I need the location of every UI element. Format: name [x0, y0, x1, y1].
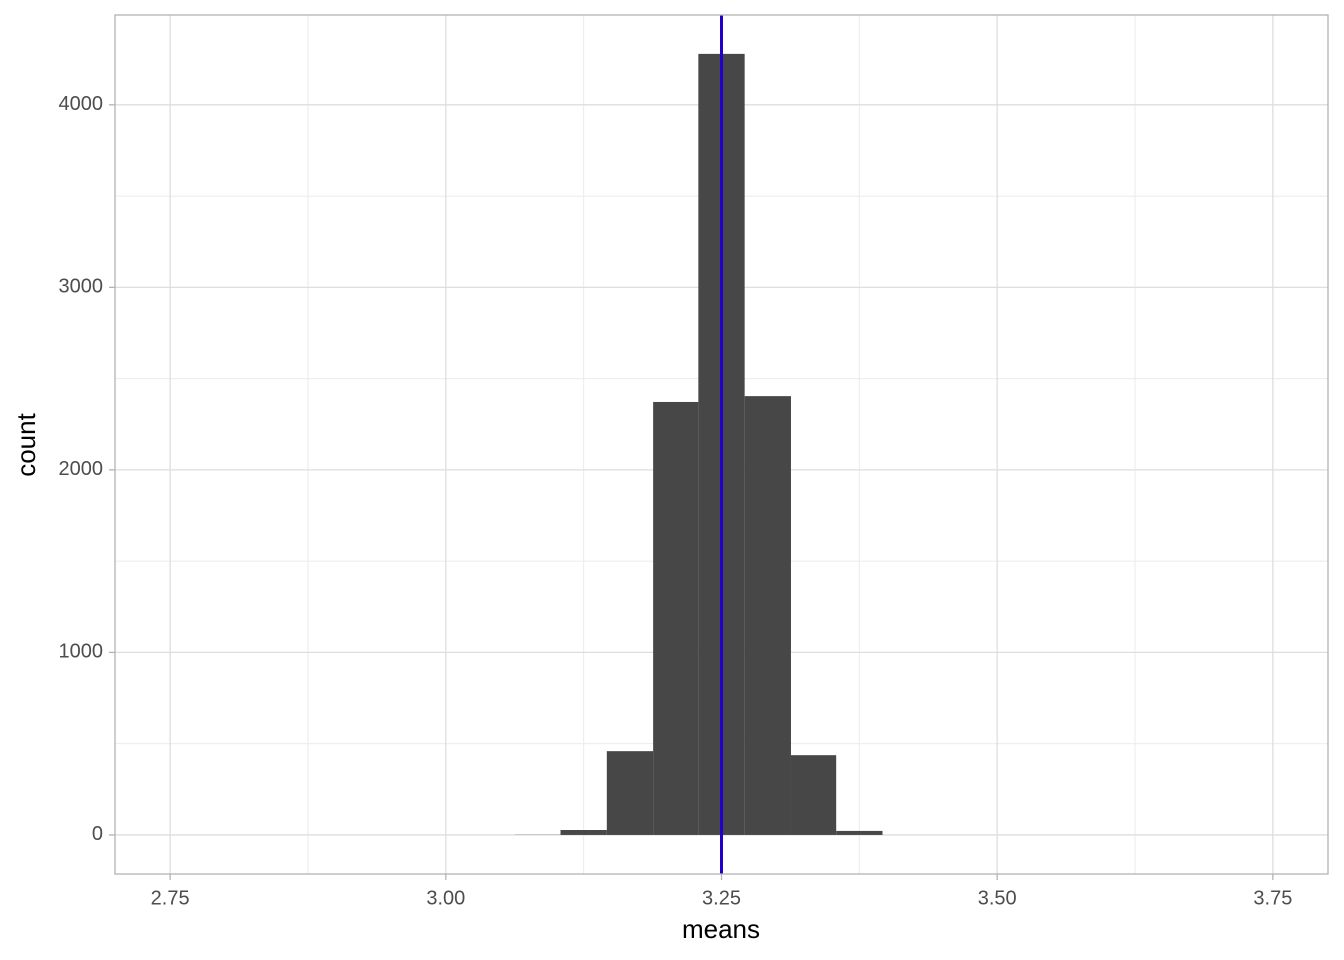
y-tick-label: 0	[92, 823, 103, 845]
y-axis-title: count	[11, 412, 41, 476]
x-axis-title: means	[682, 914, 760, 944]
y-tick-label: 3000	[59, 276, 104, 298]
y-tick-label: 4000	[59, 93, 104, 115]
y-tick-label: 1000	[59, 641, 104, 663]
bar	[790, 755, 837, 835]
x-tick-label: 3.00	[426, 887, 465, 909]
panel-border	[114, 14, 1329, 875]
x-tick-label: 3.50	[978, 887, 1017, 909]
y-tick-label: 2000	[59, 458, 104, 480]
bar	[606, 751, 654, 835]
bar	[836, 830, 883, 835]
bar	[560, 830, 607, 835]
bar	[653, 401, 699, 835]
x-tick-label: 3.75	[1253, 887, 1292, 909]
bar	[744, 396, 791, 835]
x-tick-label: 3.25	[702, 887, 741, 909]
x-tick-label: 2.75	[151, 887, 190, 909]
